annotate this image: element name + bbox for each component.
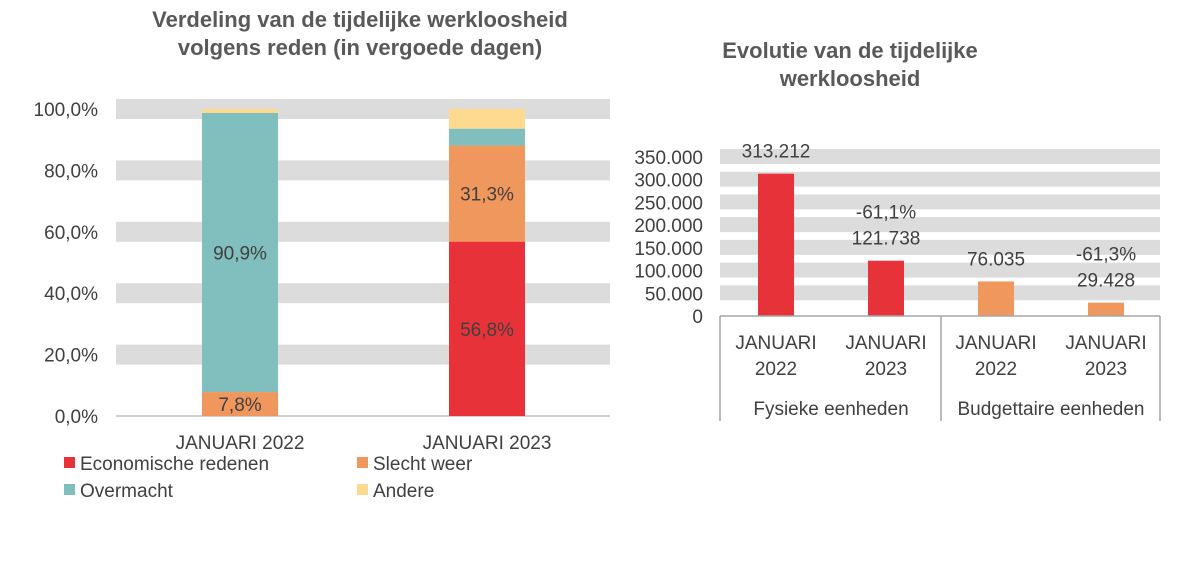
y-tick-label: 300.000: [634, 171, 703, 192]
y-tick-label: 20,0%: [44, 346, 98, 367]
stacked-bar-segment: [449, 109, 525, 129]
change-label: -61,3%: [1076, 245, 1136, 266]
x-category-label: JANUARI 2022: [176, 433, 305, 454]
legend-label: Economische redenen: [80, 454, 269, 475]
x-category-label: JANUARI: [845, 333, 926, 354]
gridline-band: [720, 194, 1160, 210]
y-tick-label: 150.000: [634, 239, 703, 260]
data-label: 7,8%: [218, 395, 261, 416]
bar: [758, 173, 794, 316]
gridline-band: [720, 217, 1160, 233]
gridline-band: [720, 171, 1160, 187]
bar: [868, 260, 904, 316]
bar-value-label: 76.035: [967, 249, 1025, 270]
x-category-label: JANUARI: [1065, 333, 1146, 354]
legend-swatch: [357, 484, 368, 495]
y-tick-label: 40,0%: [44, 284, 98, 305]
data-label: 56,8%: [460, 320, 514, 341]
data-label: 31,3%: [460, 185, 514, 206]
y-tick-label: 100,0%: [34, 100, 99, 121]
gridline-band: [116, 344, 610, 365]
y-tick-label: 0,0%: [55, 407, 98, 428]
y-tick-label: 100.000: [634, 262, 703, 283]
gridline-band: [116, 99, 610, 119]
bar-value-label: 121.738: [852, 229, 921, 250]
stacked-bar-segment: [449, 241, 525, 416]
x-category-label: 2022: [755, 359, 797, 380]
gridline-band: [116, 283, 610, 304]
y-tick-label: 80,0%: [44, 161, 98, 182]
group-label: Budgettaire eenheden: [958, 399, 1145, 420]
x-category-label: JANUARI: [735, 333, 816, 354]
y-tick-label: 0: [692, 307, 703, 328]
y-tick-label: 350.000: [634, 148, 703, 169]
legend-label: Andere: [373, 481, 434, 502]
legend-label: Slecht weer: [373, 454, 473, 475]
gridline-band: [116, 221, 610, 242]
stacked-bar-segment: [449, 145, 525, 242]
x-category-label: JANUARI 2023: [423, 433, 552, 454]
stacked-bar-segment: [202, 392, 278, 416]
legend-label: Overmacht: [80, 481, 174, 502]
gridline-band: [720, 285, 1160, 301]
x-category-label: JANUARI: [955, 333, 1036, 354]
stacked-bar-segment: [449, 128, 525, 146]
group-label: Fysieke eenheden: [753, 399, 908, 420]
bar-value-label: 29.428: [1077, 271, 1135, 292]
legend-swatch: [357, 457, 368, 468]
stacked-bar-segment: [202, 109, 278, 113]
data-label: 90,9%: [213, 244, 267, 265]
change-label: -61,1%: [856, 203, 916, 224]
x-category-label: 2023: [865, 359, 907, 380]
y-tick-label: 60,0%: [44, 223, 98, 244]
x-category-label: 2022: [975, 359, 1017, 380]
bar-value-label: 313.212: [742, 142, 811, 163]
gridline-band: [720, 239, 1160, 255]
y-tick-label: 250.000: [634, 193, 703, 214]
stacked-bar-segment: [202, 112, 278, 393]
chart-title-evolution: Evolutie van de tijdelijke werkloosheid: [722, 38, 978, 91]
legend-swatch: [64, 484, 75, 495]
bar: [1088, 302, 1124, 316]
y-tick-label: 200.000: [634, 216, 703, 237]
gridline-band: [116, 160, 610, 181]
y-tick-label: 50.000: [645, 284, 703, 305]
bar: [978, 281, 1014, 316]
gridline-band: [720, 262, 1160, 278]
chart-title-distribution: Verdeling van de tijdelijke werkloosheid…: [152, 7, 568, 60]
x-category-label: 2023: [1085, 359, 1127, 380]
legend-swatch: [64, 457, 75, 468]
gridline-band: [720, 149, 1160, 164]
